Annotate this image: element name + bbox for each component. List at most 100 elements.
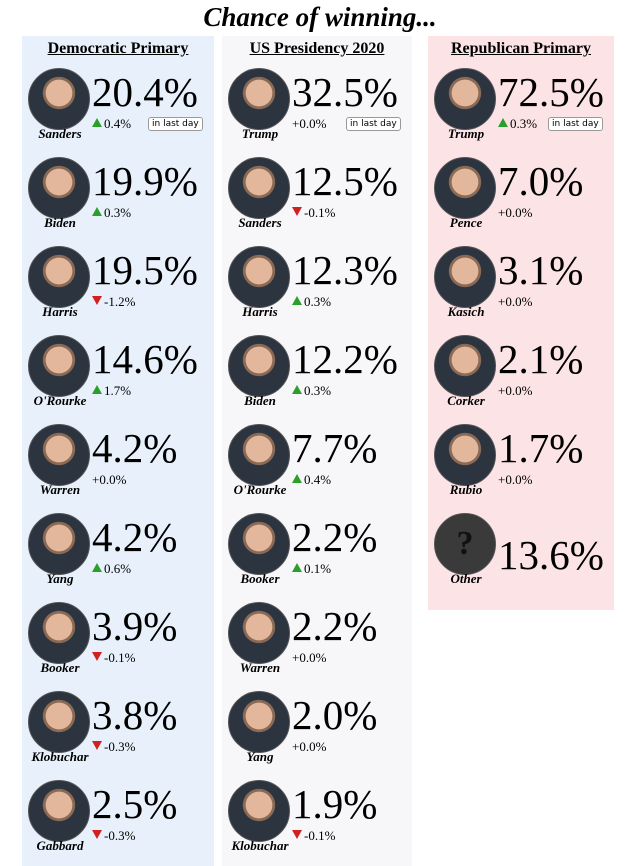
trend-arrow: [292, 296, 302, 305]
candidate-name: Trump: [241, 126, 279, 141]
title: Chance of winning...: [203, 2, 437, 32]
candidate-name: O'Rourke: [233, 482, 287, 497]
trend-arrow: [292, 830, 302, 839]
photo: [434, 335, 496, 397]
candidate-name: Pence: [449, 215, 483, 230]
candidate-name: Booker: [240, 571, 280, 586]
candidate-name: Biden: [244, 393, 276, 408]
candidate-row: Booker 3.9% -0.1%: [22, 600, 214, 689]
change-text: -0.1%: [304, 205, 336, 220]
candidate-row: ? Other 13.6%: [428, 511, 614, 600]
candidate-name: Other: [450, 571, 482, 586]
change-text: 0.3%: [104, 205, 132, 220]
photo: [434, 157, 496, 219]
period-dropdown[interactable]: in last day: [548, 117, 603, 131]
change-text: 0.3%: [304, 294, 332, 309]
percent: 32.5%: [292, 69, 398, 115]
change: -0.3%: [92, 739, 135, 755]
trend-arrow: [292, 563, 302, 572]
trend-arrow: [92, 118, 102, 127]
percent: 19.9%: [92, 158, 198, 204]
percent: 3.9%: [92, 603, 178, 649]
change: 0.1%: [292, 561, 331, 577]
percent: 19.5%: [92, 247, 198, 293]
change: +0.0%: [92, 472, 126, 488]
photo: [434, 68, 496, 130]
percent: 7.7%: [292, 425, 378, 471]
candidate-name: Trump: [447, 126, 485, 141]
change: -0.1%: [292, 205, 335, 221]
percent: 4.2%: [92, 514, 178, 560]
candidate-row: Sanders 12.5% -0.1%: [222, 155, 412, 244]
column-header: Democratic Primary: [47, 40, 189, 57]
column: Democratic Primary Sanders 20.4% 0.4% in las…: [22, 36, 214, 866]
trend-arrow: [92, 296, 102, 305]
percent: 1.9%: [292, 781, 378, 827]
percent: 12.3%: [292, 247, 398, 293]
change-text: -0.1%: [304, 828, 336, 843]
candidate-row: Booker 2.2% 0.1%: [222, 511, 412, 600]
photo: [228, 68, 290, 130]
change-text: 0.3%: [510, 116, 538, 131]
percent: 2.1%: [498, 336, 584, 382]
candidate-name: Klobuchar: [31, 749, 89, 764]
percent: 2.0%: [292, 692, 378, 738]
change-text: 1.7%: [104, 383, 132, 398]
trend-arrow: [92, 830, 102, 839]
change-text: -0.1%: [104, 650, 136, 665]
percent: 7.0%: [498, 158, 584, 204]
candidate-name: Harris: [242, 304, 278, 319]
percent: 12.5%: [292, 158, 398, 204]
change-text: -0.3%: [104, 739, 136, 754]
trend-arrow: [292, 385, 302, 394]
candidate-row: O'Rourke 7.7% 0.4%: [222, 422, 412, 511]
change-text: 0.4%: [304, 472, 332, 487]
change: +0.0%: [498, 294, 532, 310]
percent: 2.5%: [92, 781, 178, 827]
photo: [228, 780, 290, 842]
candidate-row: Warren 4.2% +0.0%: [22, 422, 214, 511]
candidate-name: Sanders: [38, 126, 82, 141]
candidate-row: Harris 19.5% -1.2%: [22, 244, 214, 333]
change: +0.0%: [292, 650, 326, 666]
change-text: +0.0%: [292, 739, 327, 754]
candidate-row: Biden 19.9% 0.3%: [22, 155, 214, 244]
photo: [228, 157, 290, 219]
candidate-row: Klobuchar 1.9% -0.1%: [222, 778, 412, 866]
change-text: +0.0%: [292, 116, 327, 131]
photo: [228, 424, 290, 486]
photo: [28, 513, 90, 575]
change: -0.1%: [92, 650, 135, 666]
change: +0.0%: [498, 472, 532, 488]
change-text: 0.6%: [104, 561, 132, 576]
period-dropdown[interactable]: in last day: [148, 117, 203, 131]
candidate-name: Warren: [39, 482, 81, 497]
candidate-row: Biden 12.2% 0.3%: [222, 333, 412, 422]
period-dropdown[interactable]: in last day: [346, 117, 401, 131]
percent: 14.6%: [92, 336, 198, 382]
change: 1.7%: [92, 383, 131, 399]
percent: 3.8%: [92, 692, 178, 738]
candidate-row: Harris 12.3% 0.3%: [222, 244, 412, 333]
percent: 2.2%: [292, 514, 378, 560]
change-text: 0.4%: [104, 116, 132, 131]
trend-arrow: [92, 563, 102, 572]
candidate-row: Sanders 20.4% 0.4% in last day: [22, 66, 214, 155]
change: 0.3%: [292, 383, 331, 399]
column-header: Republican Primary: [451, 40, 591, 57]
photo: [28, 602, 90, 664]
candidate-row: Warren 2.2% +0.0%: [222, 600, 412, 689]
photo: [28, 424, 90, 486]
change-text: 0.1%: [304, 561, 332, 576]
candidate-name: Kasich: [447, 304, 485, 319]
photo: [434, 424, 496, 486]
trend-arrow: [498, 118, 508, 127]
percent: 2.2%: [292, 603, 378, 649]
candidate-row: Trump 72.5% 0.3% in last day: [428, 66, 614, 155]
candidate-name: Corker: [447, 393, 485, 408]
photo: [28, 691, 90, 753]
column: Republican Primary Trump 72.5% 0.3% in last …: [428, 36, 614, 610]
candidate-name: Booker: [40, 660, 80, 675]
candidate-row: Yang 2.0% +0.0%: [222, 689, 412, 778]
